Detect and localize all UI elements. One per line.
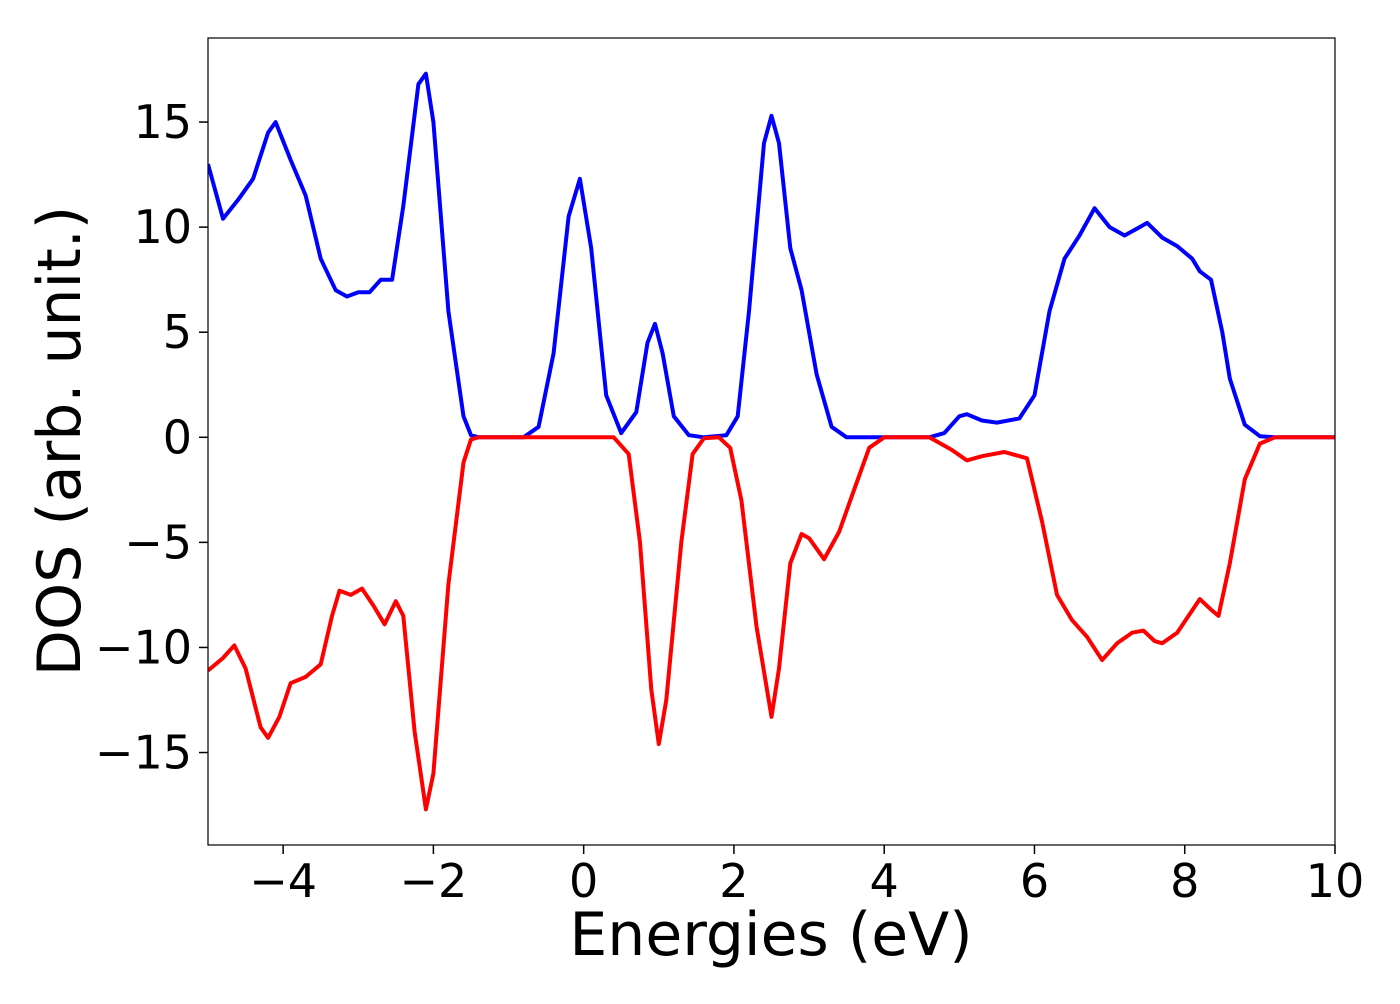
y-tick-label: 10 [133, 200, 192, 254]
y-axis-label: DOS (arb. unit.) [25, 206, 95, 676]
y-tick-label: −5 [124, 515, 192, 569]
x-tick-label: 10 [1306, 854, 1365, 908]
x-tick-label: 0 [569, 854, 598, 908]
y-tick-label: −15 [95, 726, 192, 780]
x-axis-label: Energies (eV) [569, 900, 972, 970]
y-tick-label: 15 [133, 95, 192, 149]
x-tick-label: 4 [870, 854, 899, 908]
x-tick-label: 6 [1020, 854, 1049, 908]
y-tick-label: −10 [95, 620, 192, 674]
x-tick-label: −2 [399, 854, 467, 908]
y-tick-label: 5 [163, 305, 192, 359]
x-tick-label: 2 [719, 854, 748, 908]
series-line [208, 71, 1335, 440]
x-tick-label: 8 [1170, 854, 1199, 908]
plot-frame [207, 37, 1336, 846]
x-tick-label: −4 [249, 854, 317, 908]
series-line [208, 435, 1335, 812]
y-tick-label: 0 [163, 410, 192, 464]
